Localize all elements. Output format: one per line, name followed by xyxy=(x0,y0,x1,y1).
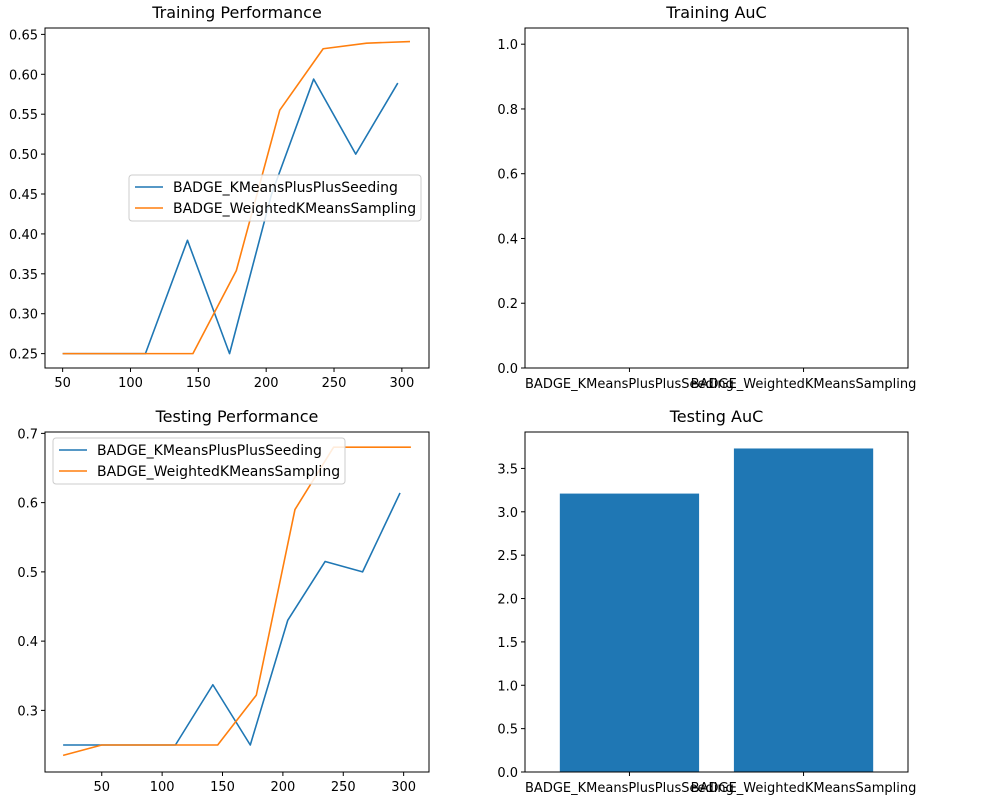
y-tick-label: 0.7 xyxy=(17,427,38,442)
chart-title: Training AuC xyxy=(665,3,766,22)
y-tick-label: 1.0 xyxy=(497,38,518,53)
legend-label-2: BADGE_WeightedKMeansSampling xyxy=(173,201,416,217)
x-tick-label: BADGE_WeightedKMeansSampling xyxy=(691,377,917,392)
panel-4: Testing AuC BADGE_KMeansPlusPlusSeedingBA… xyxy=(497,407,916,796)
x-tick-label: 300 xyxy=(391,780,416,795)
x-tick-label: 250 xyxy=(322,376,347,391)
y-tick-label: 0.3 xyxy=(17,704,38,719)
y-tick-label: 0.4 xyxy=(17,635,38,650)
bar-1 xyxy=(559,493,700,772)
y-tick-label: 0.2 xyxy=(497,297,518,312)
y-tick-label: 3.0 xyxy=(497,506,518,521)
series-line-1 xyxy=(63,492,401,746)
x-tick-label: BADGE_KMeansPlusPlusSeeding xyxy=(525,377,734,392)
panel-1: Training Performance 50 100 150 200 250 300 0.2… xyxy=(9,3,430,391)
y-tick-label: 0.6 xyxy=(17,497,38,512)
panel-2: Training AuC BADGE_KMeansPlusPlusSeedingB… xyxy=(497,3,916,392)
y-tick-label: 0.5 xyxy=(17,566,38,581)
y-tick-label: 0.30 xyxy=(9,308,38,323)
y-tick-label: 0.8 xyxy=(497,103,518,118)
y-tick-label: 0.65 xyxy=(9,28,38,43)
legend-label-1: BADGE_KMeansPlusPlusSeeding xyxy=(97,443,322,459)
x-tick-label: BADGE_KMeansPlusPlusSeeding xyxy=(525,781,734,796)
x-tick-label: 100 xyxy=(118,376,143,391)
y-tick-label: 0.25 xyxy=(9,348,38,363)
y-tick-label: 0.40 xyxy=(9,228,38,243)
legend-label-1: BADGE_KMeansPlusPlusSeeding xyxy=(173,180,398,196)
y-tick-label: 0.6 xyxy=(497,168,518,183)
series-line-2 xyxy=(62,446,411,757)
bar-2 xyxy=(733,448,874,772)
x-tick-label: BADGE_WeightedKMeansSampling xyxy=(691,781,917,796)
x-tick-label: 200 xyxy=(270,780,295,795)
y-tick-label: 0.50 xyxy=(9,148,38,163)
y-tick-label: 0.55 xyxy=(9,108,38,123)
legend-box xyxy=(52,437,346,485)
y-tick-label: 0.4 xyxy=(497,232,518,247)
legend: BADGE_KMeansPlusPlusSeeding BADGE_Weighte… xyxy=(52,437,346,485)
x-tick-label: 50 xyxy=(93,780,110,795)
legend: BADGE_KMeansPlusPlusSeeding BADGE_Weighte… xyxy=(128,174,422,222)
x-tick-label: 150 xyxy=(186,376,211,391)
legend-box xyxy=(128,174,422,222)
chart-title: Testing Performance xyxy=(155,407,319,426)
y-tick-label: 2.5 xyxy=(497,549,518,564)
y-tick-label: 0.45 xyxy=(9,188,38,203)
plot-frame xyxy=(524,27,909,369)
y-tick-label: 0.0 xyxy=(497,362,518,377)
legend-label-2: BADGE_WeightedKMeansSampling xyxy=(97,464,340,480)
y-tick-label: 0.35 xyxy=(9,268,38,283)
y-tick-label: 0.60 xyxy=(9,68,38,83)
chart-title: Testing AuC xyxy=(669,407,764,426)
x-tick-label: 300 xyxy=(389,376,414,391)
y-tick-label: 2.0 xyxy=(497,593,518,608)
panel-3: Testing Performance 50 100 150 200 250 300 0.3 0… xyxy=(17,407,430,795)
chart-title: Training Performance xyxy=(151,3,322,22)
plot-frame xyxy=(524,431,909,773)
y-tick-label: 0.5 xyxy=(497,723,518,738)
series-line-2 xyxy=(62,40,411,355)
plot-frame xyxy=(44,431,430,773)
y-tick-label: 1.0 xyxy=(497,679,518,694)
x-tick-label: 250 xyxy=(331,780,356,795)
plot-frame xyxy=(44,27,430,369)
x-tick-label: 150 xyxy=(210,780,235,795)
y-tick-label: 3.5 xyxy=(497,462,518,477)
x-tick-label: 200 xyxy=(254,376,279,391)
x-tick-label: 100 xyxy=(150,780,175,795)
y-tick-label: 1.5 xyxy=(497,636,518,651)
y-tick-label: 0.0 xyxy=(497,766,518,781)
x-tick-label: 50 xyxy=(54,376,71,391)
